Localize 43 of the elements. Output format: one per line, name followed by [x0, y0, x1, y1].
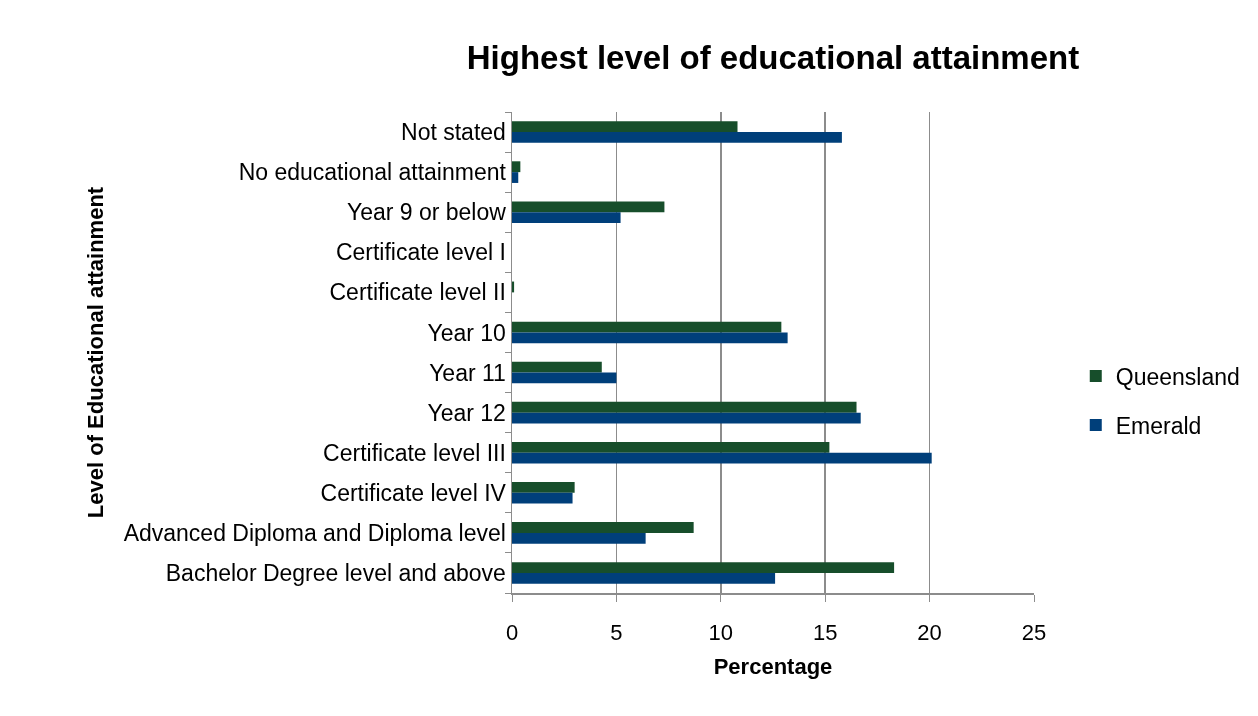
bar: [512, 532, 646, 544]
bar: [512, 372, 617, 384]
bar: [512, 172, 519, 183]
bar: [512, 161, 521, 173]
x-tick-label: 20: [917, 619, 942, 645]
x-tick-label: 0: [505, 619, 519, 645]
y-tick-label: Certificate level II: [329, 279, 506, 306]
y-tick-label: Year 10: [427, 319, 506, 346]
bar: [512, 492, 573, 504]
y-axis-title: Level of Educational attainment: [82, 186, 108, 519]
bar: [512, 572, 776, 584]
bar: [512, 401, 857, 413]
bar: [512, 481, 575, 493]
bar: [512, 201, 665, 213]
bar: [512, 412, 861, 424]
x-tick-label: 10: [708, 619, 734, 645]
y-tick-label: Certificate level I: [335, 239, 506, 266]
x-tick-label: 25: [1021, 619, 1047, 645]
bar: [512, 132, 842, 143]
x-tick-label: 5: [610, 619, 623, 645]
bar: [512, 522, 694, 533]
chart-title: Highest level of educational attainment: [466, 38, 1080, 76]
bar: [512, 452, 932, 464]
legend-label: Queensland: [1115, 364, 1240, 391]
y-tick-label: Year 9 or below: [346, 199, 507, 226]
bar: [512, 562, 895, 573]
bar: [512, 361, 602, 373]
legend-label: Emerald: [1115, 412, 1202, 439]
y-tick-label: Certificate level III: [323, 439, 506, 466]
bar: [512, 441, 830, 453]
x-tick-label: 15: [812, 619, 838, 645]
y-tick-label: Advanced Diploma and Diploma level: [123, 519, 506, 546]
y-tick-label: Year 11: [429, 359, 506, 386]
y-tick-label: Not stated: [401, 119, 506, 146]
y-tick-label: Year 12: [427, 399, 506, 426]
y-tick-label: Bachelor Degree level and above: [165, 560, 506, 587]
bar: [512, 212, 621, 224]
y-tick-label: Certificate level IV: [320, 479, 507, 506]
x-axis-title: Percentage: [713, 653, 833, 679]
y-tick-label: No educational attainment: [238, 159, 507, 186]
bar: [512, 332, 788, 344]
bar: [512, 321, 782, 333]
bar: [512, 121, 738, 133]
